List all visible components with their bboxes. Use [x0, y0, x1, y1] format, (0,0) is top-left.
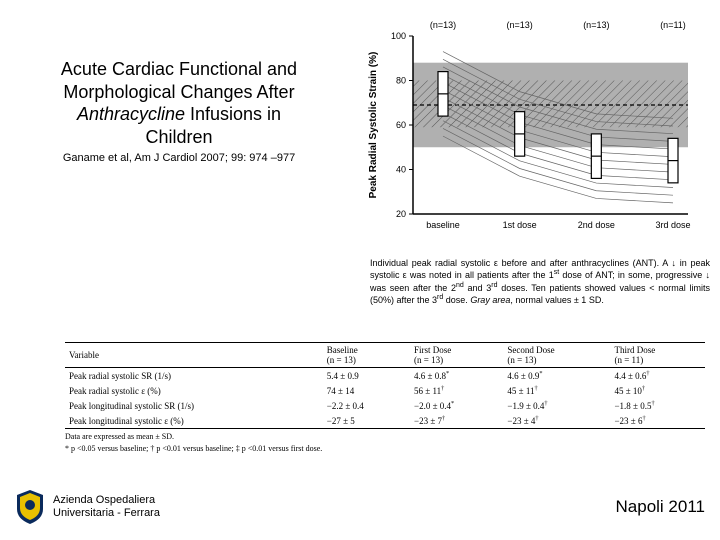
table-footnote-2: * p <0.05 versus baseline; † p <0.01 ver…: [65, 441, 705, 453]
table-header: Third Dose(n = 11): [610, 343, 705, 368]
data-table: VariableBaseline(n = 13)First Dose(n = 1…: [65, 342, 705, 453]
org-line1: Azienda Ospedaliera: [53, 494, 160, 507]
title-block: Acute Cardiac Functional and Morphologic…: [14, 58, 344, 164]
slide-title: Acute Cardiac Functional and Morphologic…: [14, 58, 344, 148]
svg-text:20: 20: [396, 209, 406, 219]
table-header-row: VariableBaseline(n = 13)First Dose(n = 1…: [65, 343, 705, 368]
svg-text:(n=11): (n=11): [660, 20, 686, 30]
table-footnote-1: Data are expressed as mean ± SD.: [65, 429, 705, 441]
svg-text:(n=13): (n=13): [583, 20, 609, 30]
figure-caption: Individual peak radial systolic ε before…: [370, 258, 710, 306]
svg-text:80: 80: [396, 76, 406, 86]
table-row: Peak longitudinal systolic SR (1/s)−2.2 …: [65, 398, 705, 413]
svg-text:baseline: baseline: [426, 220, 460, 230]
table-row: Peak longitudinal systolic ε (%)−27 ± 5−…: [65, 413, 705, 429]
svg-text:2nd dose: 2nd dose: [578, 220, 615, 230]
title-line3-rest: Infusions in: [185, 104, 281, 124]
title-line2: Morphological Changes After: [63, 82, 294, 102]
table-body: Peak radial systolic SR (1/s)5.4 ± 0.94.…: [65, 368, 705, 429]
conference-label: Napoli 2011: [616, 497, 705, 517]
svg-text:3rd dose: 3rd dose: [655, 220, 690, 230]
svg-text:40: 40: [396, 165, 406, 175]
svg-text:(n=13): (n=13): [507, 20, 533, 30]
title-line3-ital: Anthracycline: [77, 104, 185, 124]
citation: Ganame et al, Am J Cardiol 2007; 99: 974…: [14, 152, 344, 164]
table-header: Variable: [65, 343, 323, 368]
table-header: Baseline(n = 13): [323, 343, 410, 368]
org-line2: Universitaria - Ferrara: [53, 507, 160, 520]
table-row: Peak radial systolic ε (%)74 ± 1456 ± 11…: [65, 383, 705, 398]
svg-text:60: 60: [396, 120, 406, 130]
svg-text:100: 100: [391, 31, 406, 41]
org-name: Azienda Ospedaliera Universitaria - Ferr…: [53, 494, 160, 520]
footer: Azienda Ospedaliera Universitaria - Ferr…: [15, 489, 705, 525]
strain-chart: (n=13) (n=13) (n=13) (n=11) 20 40 60 80 100 Peak …: [358, 14, 698, 239]
table-header: First Dose(n = 13): [410, 343, 503, 368]
table-row: Peak radial systolic SR (1/s)5.4 ± 0.94.…: [65, 368, 705, 384]
org-logo: [15, 489, 45, 525]
svg-text:Peak Radial Systolic Strain (%: Peak Radial Systolic Strain (%): [368, 52, 379, 199]
footer-left: Azienda Ospedaliera Universitaria - Ferr…: [15, 489, 160, 525]
table-header: Second Dose(n = 13): [503, 343, 610, 368]
title-line4: Children: [145, 127, 212, 147]
svg-text:1st dose: 1st dose: [503, 220, 537, 230]
svg-text:(n=13): (n=13): [430, 20, 456, 30]
title-line1: Acute Cardiac Functional and: [61, 59, 297, 79]
